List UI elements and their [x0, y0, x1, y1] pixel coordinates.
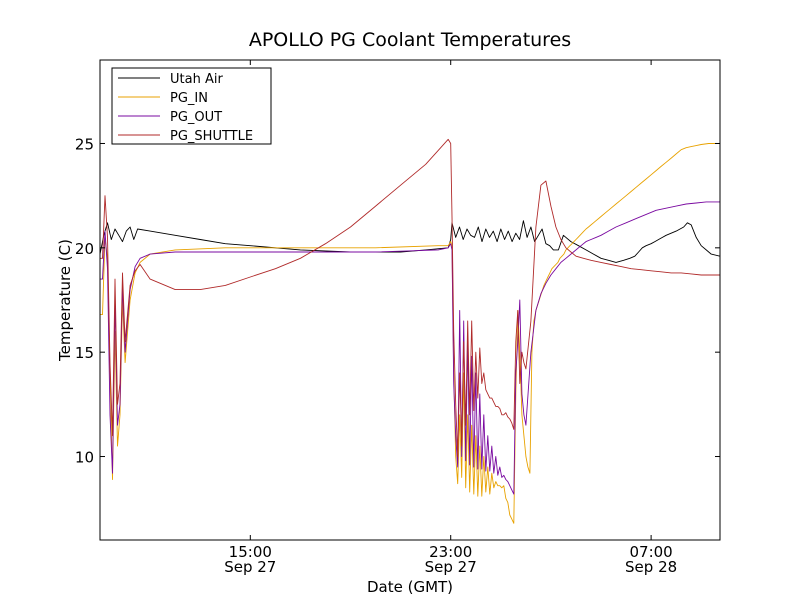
- series-line-utah-air: [100, 220, 720, 263]
- x-tick-label-time: 07:00: [629, 543, 672, 561]
- y-tick-label: 25: [75, 135, 94, 153]
- legend-label: PG_IN: [170, 91, 208, 106]
- series-layer: [100, 138, 720, 524]
- plot-area: [99, 59, 721, 541]
- x-tick-label-date: Sep 28: [625, 558, 677, 576]
- y-axis: 10 15 20 25: [75, 135, 720, 467]
- y-tick-label: 20: [75, 240, 94, 258]
- legend-label: PG_OUT: [170, 110, 222, 125]
- legend-label: Utah Air: [170, 72, 223, 87]
- legend: Utah Air PG_IN PG_OUT PG_SHUTTLE: [111, 67, 272, 145]
- y-tick-label: 15: [75, 344, 94, 362]
- y-axis-label: Temperature (C): [56, 239, 74, 362]
- chart-title: APOLLO PG Coolant Temperatures: [249, 29, 571, 51]
- x-axis-label: Date (GMT): [367, 578, 453, 596]
- y-tick-label: 10: [75, 449, 94, 467]
- legend-box: [111, 67, 272, 145]
- plot-frame: [99, 59, 721, 541]
- x-tick-label-time: 15:00: [229, 543, 272, 561]
- x-tick-label-date: Sep 27: [224, 558, 276, 576]
- series-line-pg-shuttle: [100, 138, 720, 457]
- series-line-pg-out: [100, 201, 720, 495]
- x-tick-label-time: 23:00: [429, 543, 472, 561]
- series-line-pg-in: [100, 143, 720, 524]
- legend-label: PG_SHUTTLE: [170, 129, 253, 144]
- x-tick-label-date: Sep 27: [425, 558, 477, 576]
